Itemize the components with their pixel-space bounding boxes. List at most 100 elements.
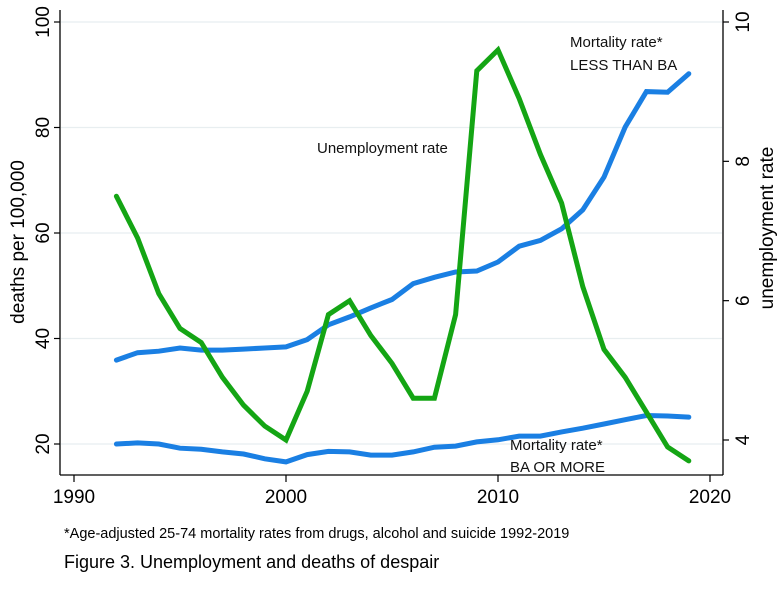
y2-tick-label: 10 (733, 11, 754, 32)
annotation-unemployment: Unemployment rate (317, 140, 448, 157)
data-point-unemployment-rate (135, 235, 140, 240)
data-point-unemployment-rate (602, 347, 607, 352)
data-point-mortality-rate-less-than-ba (368, 305, 373, 310)
data-point-mortality-rate-ba-or-more (135, 440, 140, 445)
y-tick-label: 60 (33, 222, 54, 243)
y-axis-title: deaths per 100,000 (8, 160, 29, 324)
data-point-mortality-rate-less-than-ba (580, 207, 585, 212)
data-point-mortality-rate-ba-or-more (114, 442, 119, 447)
data-point-mortality-rate-ba-or-more (559, 429, 564, 434)
data-point-mortality-rate-less-than-ba (178, 345, 183, 350)
data-point-mortality-rate-less-than-ba (262, 345, 267, 350)
data-point-mortality-rate-less-than-ba (156, 349, 161, 354)
data-point-unemployment-rate (390, 361, 395, 366)
annotation-ba-or-more-line2: BA OR MORE (510, 459, 605, 476)
data-point-unemployment-rate (220, 375, 225, 380)
data-point-mortality-rate-less-than-ba (517, 244, 522, 249)
data-point-mortality-rate-ba-or-more (580, 426, 585, 431)
x-tick-label: 2020 (689, 487, 731, 508)
data-point-unemployment-rate (665, 444, 670, 449)
data-point-unemployment-rate (241, 403, 246, 408)
data-point-mortality-rate-ba-or-more (686, 415, 691, 420)
data-point-unemployment-rate (368, 333, 373, 338)
x-tick-label: 2010 (477, 487, 519, 508)
data-point-mortality-rate-less-than-ba (241, 347, 246, 352)
data-point-mortality-rate-less-than-ba (220, 348, 225, 353)
data-point-unemployment-rate (496, 47, 501, 52)
data-point-unemployment-rate (559, 201, 564, 206)
y-tick-label: 80 (33, 117, 54, 138)
data-point-mortality-rate-ba-or-more (390, 453, 395, 458)
y2-tick-label: 4 (733, 434, 754, 445)
data-point-mortality-rate-less-than-ba (496, 260, 501, 265)
data-point-unemployment-rate (580, 284, 585, 289)
annotation-less-than-ba-line2: LESS THAN BA (570, 57, 677, 74)
data-point-unemployment-rate (199, 340, 204, 345)
data-point-unemployment-rate (644, 410, 649, 415)
data-point-mortality-rate-ba-or-more (199, 447, 204, 452)
series-line-mortality-rate-less-than-ba (113, 71, 692, 363)
data-point-mortality-rate-ba-or-more (326, 449, 331, 454)
data-point-unemployment-rate (178, 326, 183, 331)
data-point-mortality-rate-less-than-ba (114, 358, 119, 363)
data-point-mortality-rate-ba-or-more (496, 437, 501, 442)
data-point-mortality-rate-less-than-ba (474, 268, 479, 273)
chart-footnote: *Age-adjusted 25-74 mortality rates from… (64, 526, 570, 542)
chart-caption: Figure 3. Unemployment and deaths of des… (64, 552, 440, 572)
y2-axis-title: unemployment rate (757, 147, 778, 310)
data-point-unemployment-rate (347, 298, 352, 303)
y-tick-label: 20 (33, 433, 54, 454)
data-point-mortality-rate-ba-or-more (262, 456, 267, 461)
data-point-mortality-rate-ba-or-more (623, 417, 628, 422)
series-line-unemployment-rate (113, 45, 692, 464)
data-point-mortality-rate-ba-or-more (220, 449, 225, 454)
chart: 20 40 60 80 100 4 6 8 10 1990 2000 2010 2020 deaths … (8, 6, 778, 508)
data-point-mortality-rate-ba-or-more (474, 439, 479, 444)
data-point-unemployment-rate (453, 312, 458, 317)
data-point-mortality-rate-less-than-ba (602, 175, 607, 180)
data-point-mortality-rate-less-than-ba (390, 297, 395, 302)
y2-tick-label: 6 (733, 295, 754, 306)
y2-tick-label: 8 (733, 156, 754, 167)
data-point-mortality-rate-ba-or-more (284, 459, 289, 464)
data-point-mortality-rate-less-than-ba (305, 337, 310, 342)
data-point-unemployment-rate (284, 438, 289, 443)
data-point-unemployment-rate (326, 312, 331, 317)
data-point-mortality-rate-less-than-ba (432, 275, 437, 280)
data-point-mortality-rate-ba-or-more (453, 444, 458, 449)
y-tick-label: 100 (33, 6, 54, 38)
data-point-mortality-rate-ba-or-more (411, 449, 416, 454)
data-point-unemployment-rate (432, 396, 437, 401)
data-point-unemployment-rate (686, 458, 691, 463)
data-point-unemployment-rate (305, 389, 310, 394)
data-point-mortality-rate-less-than-ba (686, 71, 691, 76)
data-point-mortality-rate-ba-or-more (602, 421, 607, 426)
data-point-mortality-rate-less-than-ba (538, 238, 543, 243)
data-point-mortality-rate-less-than-ba (665, 90, 670, 95)
data-point-mortality-rate-ba-or-more (305, 452, 310, 457)
data-point-mortality-rate-less-than-ba (559, 226, 564, 231)
data-point-unemployment-rate (517, 96, 522, 101)
data-point-mortality-rate-less-than-ba (135, 350, 140, 355)
series-line-mortality-rate-ba-or-more (113, 412, 692, 465)
data-point-unemployment-rate (623, 375, 628, 380)
y-tick-label: 40 (33, 328, 54, 349)
data-point-unemployment-rate (262, 424, 267, 429)
data-point-mortality-rate-ba-or-more (368, 453, 373, 458)
data-point-mortality-rate-less-than-ba (284, 344, 289, 349)
data-point-unemployment-rate (114, 194, 119, 199)
data-point-mortality-rate-ba-or-more (347, 449, 352, 454)
data-point-unemployment-rate (538, 152, 543, 157)
annotation-less-than-ba-line1: Mortality rate* (570, 34, 663, 51)
x-tick-label: 2000 (265, 487, 307, 508)
data-point-mortality-rate-ba-or-more (241, 452, 246, 457)
data-point-mortality-rate-less-than-ba (347, 314, 352, 319)
data-point-unemployment-rate (411, 396, 416, 401)
data-point-mortality-rate-ba-or-more (178, 446, 183, 451)
data-point-mortality-rate-ba-or-more (432, 445, 437, 450)
x-tick-label: 1990 (53, 487, 95, 508)
annotation-ba-or-more-line1: Mortality rate* (510, 437, 603, 454)
data-point-mortality-rate-ba-or-more (665, 414, 670, 419)
data-point-mortality-rate-less-than-ba (623, 124, 628, 129)
data-point-unemployment-rate (156, 291, 161, 296)
